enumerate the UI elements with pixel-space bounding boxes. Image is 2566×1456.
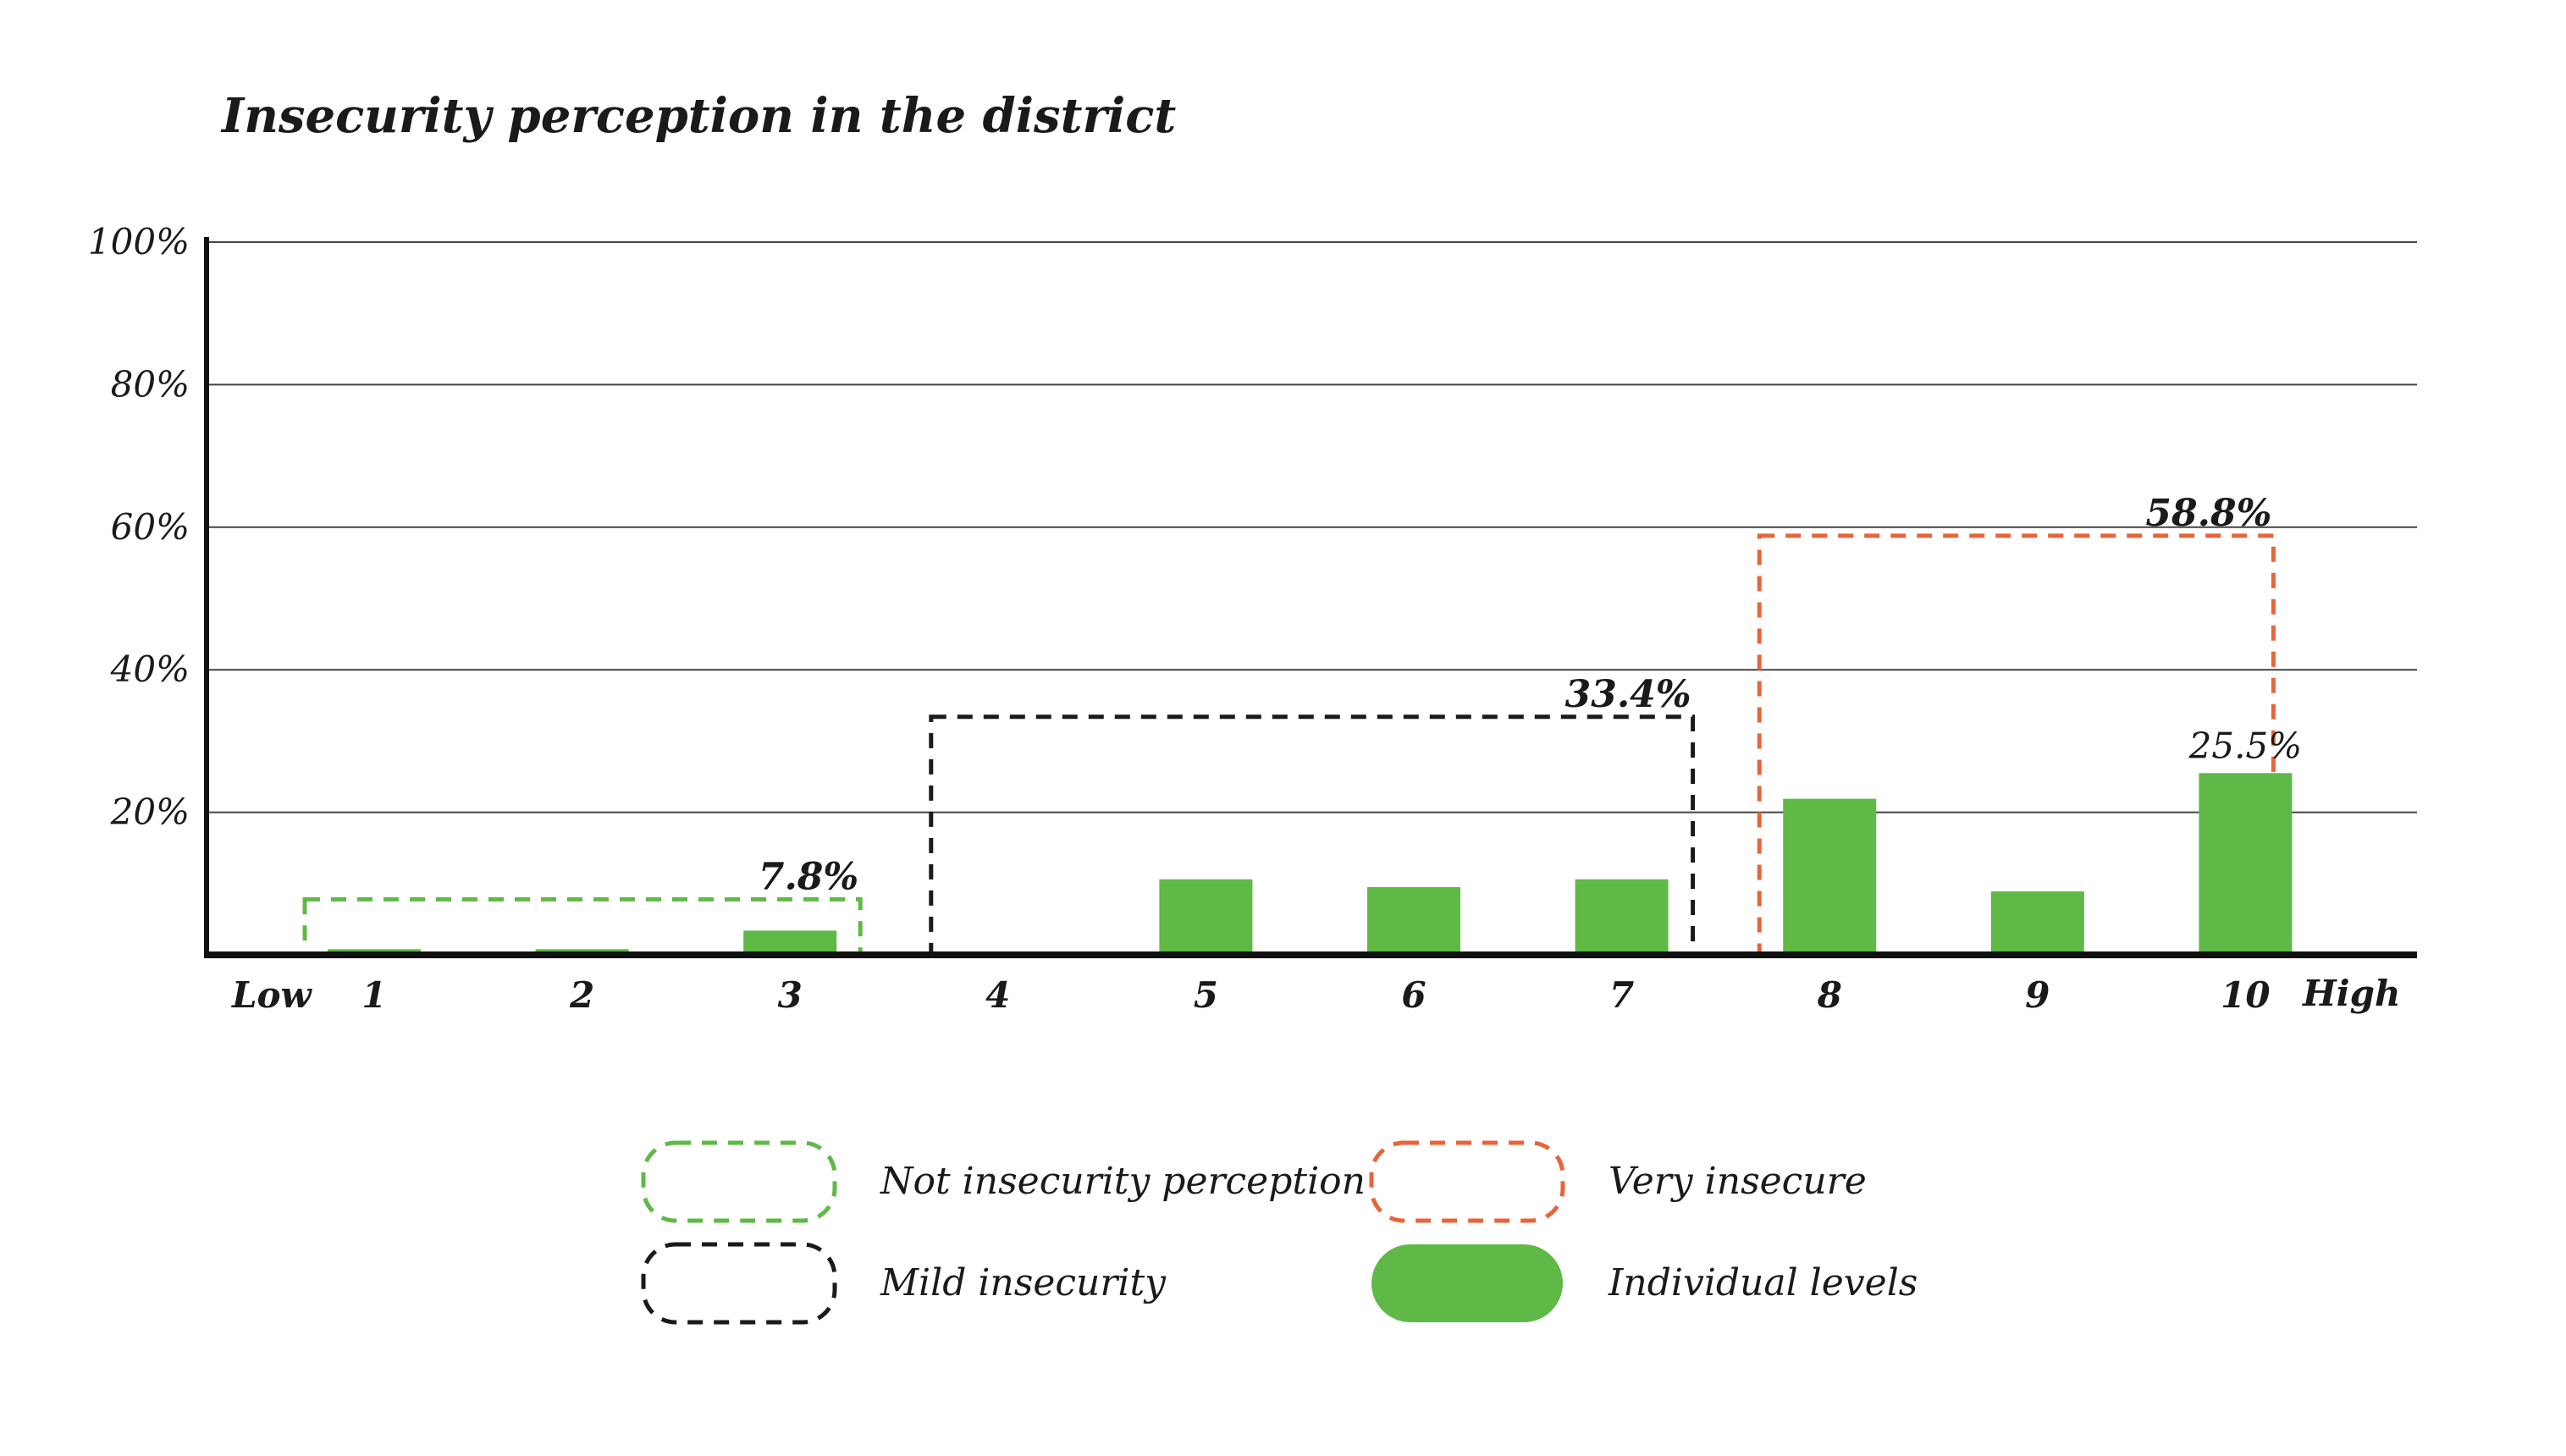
bar (2199, 773, 2293, 955)
group-total-label: 7.8% (759, 855, 858, 898)
x-low-label: Low (231, 974, 313, 1016)
bars: 25.5% (328, 725, 2302, 955)
group-total-label: 33.4% (1565, 673, 1691, 716)
bar (1575, 879, 1669, 955)
bar-value-label: 25.5% (2188, 725, 2302, 766)
legend: Not insecurity perception Very insecure Mi… (641, 1140, 1918, 1325)
x-tick-label: 8 (1817, 974, 1842, 1016)
bar (1990, 891, 2084, 955)
group-boxes: 7.8% 33.4% 58.8% (302, 492, 2276, 957)
x-tick-label: 7 (1609, 974, 1634, 1016)
bar (1783, 798, 1877, 955)
x-tick-label: 6 (1401, 974, 1426, 1016)
legend-swatch (641, 1242, 837, 1325)
y-tick-label: 100% (88, 221, 190, 262)
y-axis-ticks: 20% 40% 60% 80% 100% (88, 221, 190, 833)
y-tick-label: 60% (111, 506, 190, 548)
legend-label: Very insecure (1609, 1160, 1867, 1203)
legend-swatch (641, 1140, 837, 1223)
x-tick-label: 9 (2025, 974, 2050, 1016)
y-tick-label: 20% (110, 791, 190, 833)
y-tick-label: 80% (111, 363, 190, 405)
x-tick-label: 4 (985, 974, 1010, 1016)
x-tick-label: 5 (1194, 974, 1218, 1016)
y-tick-label: 40% (110, 648, 190, 690)
x-tick-label: 2 (569, 974, 594, 1016)
bar (1159, 879, 1253, 955)
legend-label: Individual levels (1608, 1261, 1918, 1304)
group-total-label: 58.8% (2145, 492, 2271, 535)
group-box (929, 714, 1696, 957)
x-tick-label: 10 (2221, 974, 2270, 1016)
chart-title: Insecurity perception in the district (220, 88, 1176, 144)
x-tick-label: 1 (361, 974, 386, 1016)
group-box (302, 896, 863, 957)
x-high-label: High (2302, 973, 2401, 1014)
legend-label: Not insecurity perception (880, 1160, 1366, 1203)
gridlines (207, 241, 2417, 813)
legend-swatch (1369, 1140, 1565, 1223)
x-axis-ticks: 1 2 3 4 5 6 7 8 9 10 (361, 974, 2270, 1016)
x-tick-label: 3 (778, 974, 803, 1016)
legend-label: Mild insecurity (880, 1261, 1167, 1304)
bar (1367, 887, 1460, 955)
legend-swatch (1371, 1244, 1563, 1322)
bar (743, 930, 837, 955)
axes (204, 237, 2417, 958)
